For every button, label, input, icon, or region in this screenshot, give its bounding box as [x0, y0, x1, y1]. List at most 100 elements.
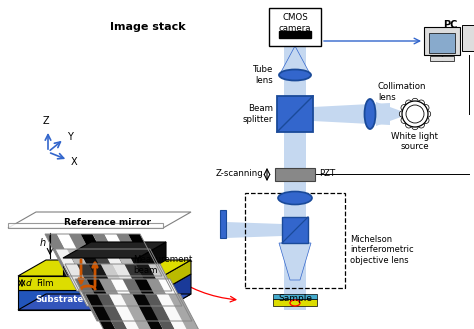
Polygon shape	[114, 249, 148, 291]
Polygon shape	[85, 294, 119, 329]
Circle shape	[406, 100, 412, 106]
Circle shape	[401, 117, 407, 123]
Polygon shape	[376, 102, 401, 126]
Text: Z: Z	[43, 116, 49, 126]
Circle shape	[406, 105, 424, 123]
Text: h: h	[40, 238, 46, 248]
Polygon shape	[18, 260, 191, 276]
Polygon shape	[138, 242, 166, 276]
Text: Substrate: Substrate	[36, 295, 84, 305]
Polygon shape	[75, 279, 109, 321]
Text: Reference mirror: Reference mirror	[64, 218, 152, 227]
Text: CMOS
camera: CMOS camera	[279, 13, 311, 33]
Text: Sample: Sample	[278, 294, 312, 303]
FancyBboxPatch shape	[220, 210, 226, 238]
Polygon shape	[81, 234, 115, 276]
Polygon shape	[116, 234, 150, 276]
Polygon shape	[148, 264, 182, 306]
Polygon shape	[8, 212, 191, 228]
Text: Measurement
beam: Measurement beam	[133, 255, 192, 275]
Text: PZT: PZT	[319, 169, 335, 179]
Polygon shape	[67, 249, 101, 291]
Circle shape	[424, 111, 431, 117]
Polygon shape	[79, 249, 113, 291]
Polygon shape	[100, 264, 135, 306]
Polygon shape	[99, 279, 133, 321]
Circle shape	[423, 117, 429, 123]
FancyBboxPatch shape	[273, 299, 317, 306]
Polygon shape	[109, 294, 143, 329]
Polygon shape	[63, 242, 166, 258]
Polygon shape	[279, 243, 311, 280]
Polygon shape	[133, 294, 166, 329]
Polygon shape	[126, 249, 160, 291]
FancyBboxPatch shape	[430, 56, 454, 61]
Polygon shape	[313, 103, 390, 125]
Circle shape	[418, 100, 424, 106]
Ellipse shape	[278, 191, 312, 205]
FancyBboxPatch shape	[284, 15, 306, 310]
Circle shape	[402, 101, 428, 127]
Text: X: X	[71, 157, 78, 167]
FancyBboxPatch shape	[273, 294, 317, 299]
Polygon shape	[163, 274, 191, 310]
Text: White light
source: White light source	[392, 132, 438, 151]
FancyBboxPatch shape	[277, 96, 313, 132]
Polygon shape	[69, 234, 103, 276]
Polygon shape	[89, 264, 123, 306]
Circle shape	[423, 105, 429, 111]
Circle shape	[418, 122, 424, 128]
Polygon shape	[102, 249, 137, 291]
Polygon shape	[112, 264, 146, 306]
FancyBboxPatch shape	[279, 31, 311, 38]
FancyBboxPatch shape	[275, 168, 315, 181]
Polygon shape	[55, 249, 89, 291]
Ellipse shape	[365, 99, 375, 129]
Polygon shape	[281, 46, 309, 72]
FancyBboxPatch shape	[8, 223, 163, 228]
Polygon shape	[18, 294, 191, 310]
Text: Film: Film	[36, 279, 54, 288]
Polygon shape	[128, 234, 162, 276]
Polygon shape	[104, 234, 138, 276]
Polygon shape	[92, 234, 127, 276]
Circle shape	[412, 123, 418, 130]
Text: Tube
lens: Tube lens	[253, 65, 273, 85]
Polygon shape	[57, 234, 91, 276]
Text: Beam
splitter: Beam splitter	[243, 104, 273, 124]
Polygon shape	[156, 294, 190, 329]
Polygon shape	[65, 264, 99, 306]
FancyBboxPatch shape	[462, 25, 474, 51]
Polygon shape	[110, 279, 145, 321]
Polygon shape	[45, 234, 79, 276]
Text: Collimation
lens: Collimation lens	[378, 82, 427, 102]
Polygon shape	[87, 279, 121, 321]
Polygon shape	[120, 294, 155, 329]
Text: d: d	[26, 279, 32, 288]
Polygon shape	[91, 249, 125, 291]
Text: Michelson
interferometric
objective lens: Michelson interferometric objective lens	[350, 235, 414, 265]
Polygon shape	[145, 294, 178, 329]
FancyBboxPatch shape	[424, 27, 460, 55]
Circle shape	[401, 105, 407, 111]
Text: Z-scanning: Z-scanning	[215, 169, 263, 179]
Circle shape	[406, 122, 412, 128]
Circle shape	[412, 98, 418, 105]
Polygon shape	[163, 260, 191, 290]
FancyBboxPatch shape	[282, 217, 308, 243]
FancyBboxPatch shape	[269, 8, 321, 46]
Circle shape	[399, 111, 406, 117]
FancyBboxPatch shape	[429, 33, 455, 53]
Text: PC: PC	[443, 20, 457, 30]
Text: Image stack: Image stack	[110, 22, 186, 32]
FancyBboxPatch shape	[63, 258, 138, 276]
Polygon shape	[134, 279, 168, 321]
Polygon shape	[136, 264, 170, 306]
Polygon shape	[158, 279, 192, 321]
Text: Y: Y	[67, 132, 73, 142]
Polygon shape	[77, 264, 111, 306]
FancyBboxPatch shape	[18, 290, 163, 310]
Polygon shape	[138, 249, 172, 291]
Polygon shape	[226, 222, 282, 238]
Polygon shape	[97, 294, 131, 329]
